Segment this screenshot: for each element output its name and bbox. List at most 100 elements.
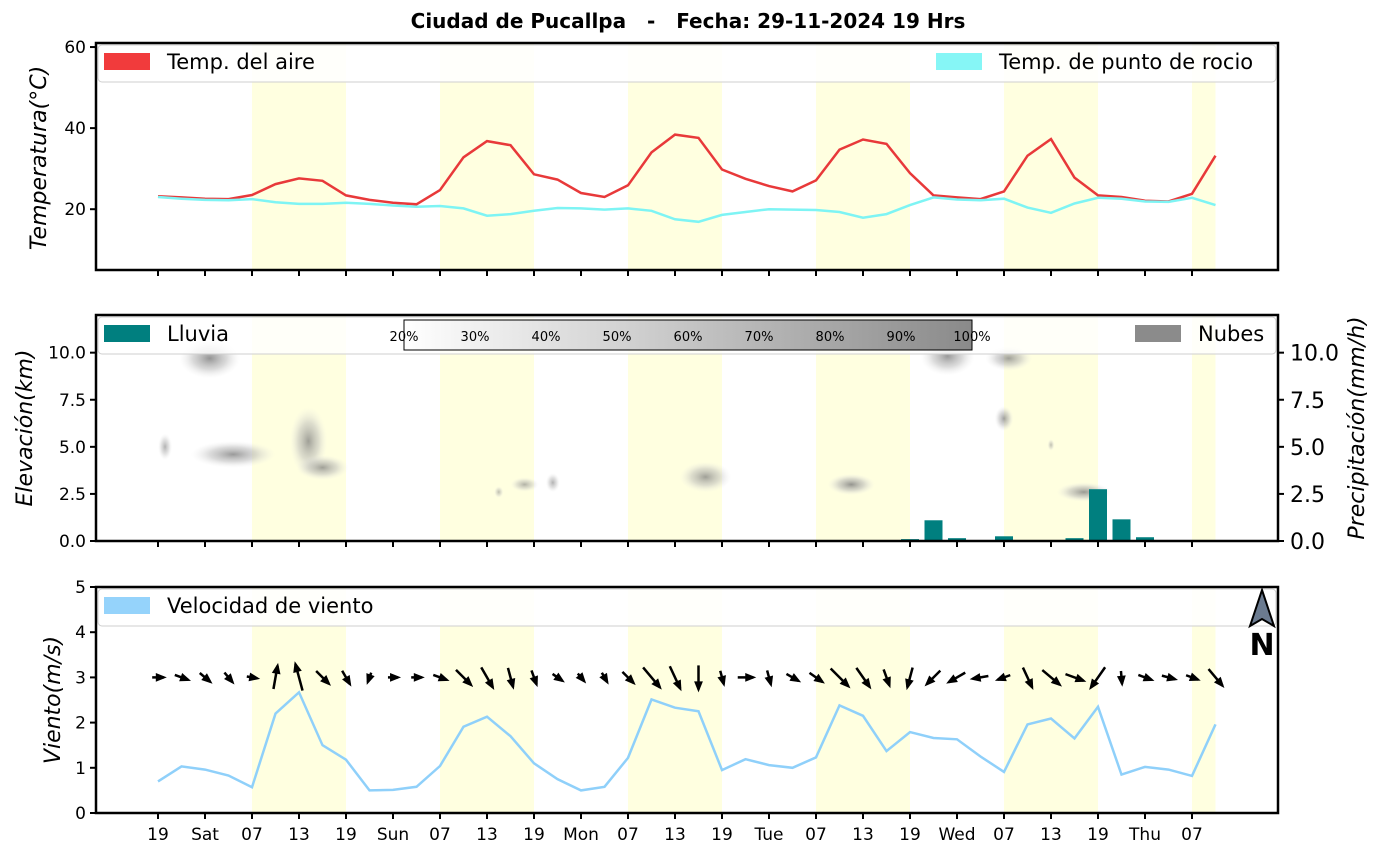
wind-arrow <box>808 671 825 684</box>
cloud-scale-label: 20% <box>390 330 419 345</box>
wind-arrow <box>341 670 352 687</box>
legend-wind-label: Velocidad de viento <box>167 594 373 618</box>
y-tick-label: 40 <box>64 119 86 139</box>
y-tick-label: 2 <box>75 714 86 734</box>
wind-arrow <box>432 672 450 682</box>
cloud-cover-scale: 20% 30% 40% 50% 60% 70% 80% 90% 100% <box>390 319 991 351</box>
cloud-cell <box>510 477 539 492</box>
wind-panel: 0 1 2 3 4 5 Viento(m/s) Velocidad de viento N <box>41 578 1280 824</box>
wind-arrow <box>152 673 167 682</box>
daylight-band <box>1192 315 1216 541</box>
air-temp-line <box>157 133 1217 206</box>
y-tick-label: 2.5 <box>1290 483 1325 508</box>
rain-bar <box>1136 537 1154 541</box>
precipitation-axes-frame <box>94 313 1280 543</box>
wind-axes-frame <box>94 585 1280 815</box>
wind-arrow <box>246 672 261 682</box>
legend-clouds-label: Nubes <box>1198 322 1264 346</box>
wind-legend: Velocidad de viento <box>97 588 1277 627</box>
wind-arrow <box>599 672 609 685</box>
cloud-cell <box>679 461 732 493</box>
cloud-scale-label: 40% <box>532 330 561 345</box>
x-tick-label: 13 <box>1040 825 1062 845</box>
wind-arrow <box>575 672 587 684</box>
y-tick-label: 5.0 <box>1290 436 1325 461</box>
legend-rain-swatch <box>104 325 150 342</box>
x-tick-label: 13 <box>664 825 686 845</box>
y-tick-label: 20 <box>64 200 86 220</box>
cloud-cell <box>190 440 276 468</box>
wind-arrow <box>1041 669 1063 687</box>
cloud-cell <box>545 472 560 493</box>
temperature-axes-frame <box>94 41 1280 272</box>
wind-y-label: Viento(m/s) <box>41 636 66 764</box>
cloud-cell <box>994 406 1014 432</box>
y-tick-label: 7.5 <box>1290 389 1325 414</box>
wind-speed-line <box>157 690 1217 792</box>
wind-arrow <box>642 666 662 690</box>
wind-arrow <box>551 672 565 683</box>
x-tick-label: 19 <box>147 825 169 845</box>
wind-arrow <box>905 667 914 691</box>
wind-arrow <box>1185 672 1201 681</box>
legend-air-temp-label: Temp. del aire <box>166 50 315 74</box>
cloud-scale-label: 80% <box>816 330 845 345</box>
elevation-y-label: Elevación(km) <box>13 350 38 507</box>
wind-arrow <box>994 672 1011 682</box>
cloud-cell <box>827 473 875 496</box>
temperature-y-ticks: 20 40 60 <box>64 38 96 220</box>
wind-speed-line-path <box>157 690 1217 792</box>
precipitation-panel: 0.0 2.5 5.0 7.5 10.0 0.0 2.5 5.0 7.5 10.0 Elevac… <box>13 313 1370 555</box>
cloud-scale-label: 30% <box>461 330 490 345</box>
wind-arrow <box>764 670 774 688</box>
dewpoint-line <box>157 195 1216 224</box>
x-tick-label: 07 <box>617 825 639 845</box>
wind-arrow <box>506 667 516 690</box>
wind-arrow <box>174 672 192 682</box>
x-tick-label: 13 <box>476 825 498 845</box>
rain-bar <box>924 520 943 541</box>
wind-arrow <box>1207 668 1225 689</box>
x-tick-label: 07 <box>993 825 1015 845</box>
x-tick-label: 07 <box>241 825 263 845</box>
y-tick-label: 10.0 <box>48 344 86 364</box>
y-tick-label: 4 <box>75 623 86 643</box>
x-tick-label: 13 <box>288 825 310 845</box>
cloud-scale-bar <box>403 319 973 351</box>
wind-arrow <box>1065 672 1087 683</box>
x-tick-label: 19 <box>523 825 545 845</box>
wind-arrow <box>946 671 966 684</box>
x-tick-label: Sun <box>377 825 409 845</box>
rain-bar <box>995 536 1013 541</box>
wind-arrow <box>480 666 495 690</box>
x-tick-label: 07 <box>1181 825 1203 845</box>
temperature-lines <box>157 133 1217 224</box>
wind-arrow <box>1021 667 1034 690</box>
cloud-scale-label: 70% <box>745 330 774 345</box>
x-tick-label: Wed <box>938 825 975 845</box>
cloud-cell <box>494 486 504 498</box>
legend-clouds-swatch <box>1135 325 1181 342</box>
north-label: N <box>1249 628 1274 663</box>
wind-arrow <box>737 673 757 682</box>
y-tick-label: 7.5 <box>59 391 86 411</box>
temperature-panel: 20 40 60 Temperatura(°C) Temp. del aire Te… <box>27 38 1280 276</box>
y-tick-label: 60 <box>64 38 86 58</box>
wind-arrow <box>1089 666 1107 691</box>
wind-arrow <box>455 668 474 688</box>
y-tick-label: 5 <box>75 578 86 598</box>
daylight-band <box>1192 587 1216 813</box>
x-axis-tick-labels: 19 Sat 07 13 19 Sun 07 13 19 Mon 07 13 19 Tue 07 13 19 We… <box>147 825 1203 845</box>
x-tick-label: 19 <box>711 825 733 845</box>
wind-arrow <box>785 672 802 683</box>
cloud-cell <box>1047 439 1055 451</box>
cloud-cell <box>296 455 349 481</box>
wind-arrow <box>529 670 538 688</box>
rain-bar <box>1089 489 1107 541</box>
wind-arrow <box>366 672 375 685</box>
y-tick-label: 3 <box>75 668 86 688</box>
x-tick-label: 19 <box>1087 825 1109 845</box>
x-tick-label: 07 <box>805 825 827 845</box>
y-tick-label: 2.5 <box>59 485 86 505</box>
wind-arrow <box>387 673 402 682</box>
